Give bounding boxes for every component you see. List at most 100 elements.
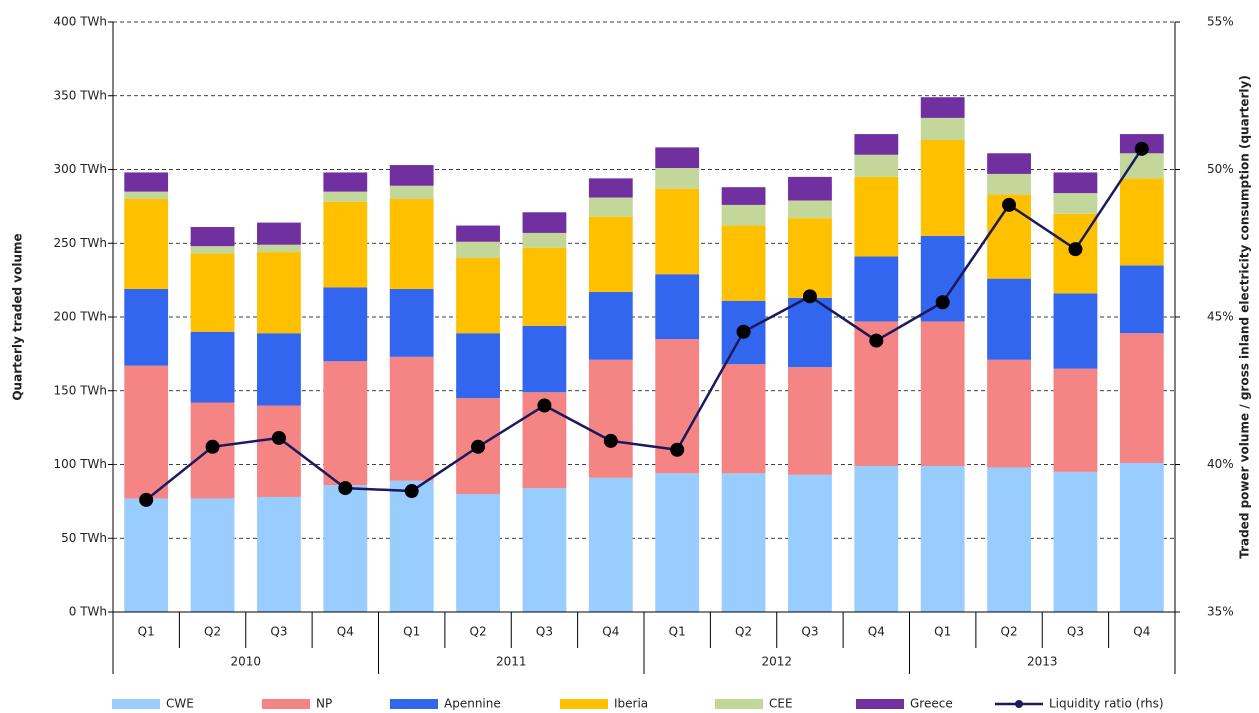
bar-segment — [987, 153, 1031, 174]
bar-segment — [987, 173, 1031, 195]
x-tick-label: Q4 — [868, 625, 885, 639]
bar-segment — [788, 200, 832, 219]
x-tick-label: Q4 — [1133, 625, 1150, 639]
bar-segment — [655, 274, 700, 340]
line — [145, 148, 1143, 501]
bar-segment — [522, 232, 567, 248]
bar-segment — [389, 480, 434, 612]
x-tick-label: Q4 — [337, 625, 354, 639]
bar-segment — [257, 496, 301, 612]
bar-segment — [522, 212, 567, 233]
bar-segment — [323, 485, 368, 612]
line-marker — [670, 442, 685, 457]
x-tick-label: Q2 — [735, 625, 752, 639]
bar-segment — [1053, 193, 1098, 214]
line-marker — [537, 398, 552, 413]
bar-segment — [257, 333, 301, 406]
bar-segment — [854, 465, 899, 612]
x-tick-label: Q1 — [934, 625, 951, 639]
bar-segment — [920, 97, 965, 118]
legend-label: Liquidity ratio (rhs) — [1049, 697, 1164, 711]
y2-tick-label: 50% — [1207, 162, 1234, 176]
bar-segment — [124, 288, 169, 366]
bar-segment — [190, 227, 235, 247]
bar-segment — [190, 498, 235, 612]
bar-segment — [854, 256, 899, 322]
line-marker — [736, 324, 751, 339]
bar-segment — [1119, 333, 1164, 464]
bar-segment — [721, 473, 766, 612]
bar-segment — [1119, 463, 1164, 612]
bar-segment — [854, 176, 899, 257]
bar-segment — [522, 247, 567, 326]
bar-segment — [655, 188, 700, 275]
x-tick-label: Q1 — [138, 625, 155, 639]
bar-segment — [522, 488, 567, 612]
bar-segment — [588, 178, 633, 198]
line-marker — [802, 289, 817, 304]
bar-segment — [323, 287, 368, 362]
bar-segment — [124, 191, 169, 199]
bar-segment — [788, 367, 832, 475]
line-marker — [603, 433, 618, 448]
bar-segment — [456, 225, 500, 242]
x-tick-label: Q2 — [204, 625, 221, 639]
bar-segment — [788, 176, 832, 201]
line-marker — [205, 439, 220, 454]
bar-segment — [655, 473, 700, 612]
bar-segment — [190, 246, 235, 254]
bar-segment — [721, 364, 766, 474]
legend-marker — [1015, 700, 1023, 708]
y-tick-label: 200 TWh — [53, 310, 107, 324]
bar-segment — [788, 297, 832, 368]
legend-label: NP — [316, 697, 332, 711]
line-marker — [139, 492, 154, 507]
bar-segment — [588, 197, 633, 217]
x-tick-label: Q3 — [801, 625, 818, 639]
legend-swatch — [715, 699, 763, 709]
legend-label: CEE — [769, 697, 793, 711]
line-marker — [471, 439, 486, 454]
legend-swatch — [390, 699, 438, 709]
x-group-label: 2010 — [230, 655, 261, 669]
x-tick-label: Q1 — [403, 625, 420, 639]
y-tick-label: 250 TWh — [53, 236, 107, 250]
bar-segment — [1119, 265, 1164, 334]
x-tick-label: Q3 — [1067, 625, 1084, 639]
y2-tick-label: 35% — [1207, 605, 1234, 619]
line-marker — [935, 295, 950, 310]
bar-segment — [588, 477, 633, 612]
x-group-label: 2012 — [761, 655, 792, 669]
y-tick-label: 350 TWh — [53, 88, 107, 102]
legend-swatch — [560, 699, 608, 709]
bar-segment — [721, 225, 766, 301]
bar-segment — [389, 199, 434, 289]
bar-segment — [721, 187, 766, 205]
bar-segment — [323, 191, 368, 202]
line-marker — [869, 333, 884, 348]
bar-segment — [190, 253, 235, 332]
bar-segment — [389, 356, 434, 481]
legend-label: Greece — [910, 697, 953, 711]
bar-segment — [124, 365, 169, 499]
bar-segment — [389, 288, 434, 357]
x-group-label: 2011 — [496, 655, 527, 669]
bar-segment — [323, 172, 368, 192]
x-tick-label: Q3 — [536, 625, 553, 639]
bar-segment — [920, 321, 965, 466]
bar-segment — [124, 172, 169, 192]
x-tick-label: Q2 — [470, 625, 487, 639]
line-marker — [1134, 141, 1149, 156]
y2-tick-label: 55% — [1207, 15, 1234, 29]
bar-segment — [588, 216, 633, 292]
bar-segment — [920, 140, 965, 236]
bar-segment — [257, 252, 301, 334]
bar-segment — [190, 331, 235, 403]
bar-segment — [1053, 471, 1098, 612]
bar-segment — [655, 168, 700, 189]
y-tick-label: 300 TWh — [53, 162, 107, 176]
bar-segment — [788, 218, 832, 298]
legend-label: CWE — [166, 697, 194, 711]
bar-segment — [854, 134, 899, 155]
